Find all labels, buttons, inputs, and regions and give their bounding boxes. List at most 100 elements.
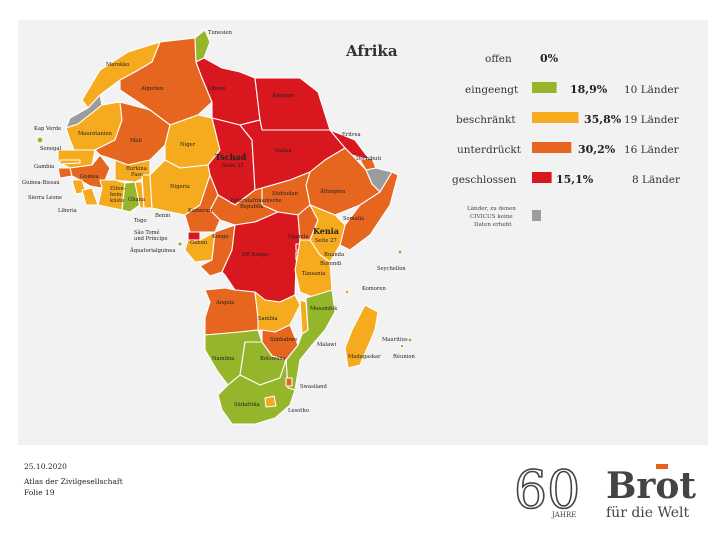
- country-somalia: [339, 171, 399, 251]
- label-mali: Mali: [130, 138, 142, 144]
- logo-brand-1: Brot: [606, 465, 696, 507]
- label-ruanda: Ruanda: [324, 252, 344, 258]
- label-tschad-seite: Seite 33: [222, 163, 244, 169]
- legend-percent-eingeengt: 18,9%: [570, 83, 608, 96]
- country-tunesien: [194, 29, 211, 63]
- legend-bar-geschlossen: [532, 172, 552, 183]
- logo-years: JAHRE: [551, 511, 576, 519]
- label-kap-verde: Kap Verde: [34, 126, 61, 132]
- country-gambia: [59, 159, 81, 165]
- label-nigeria: Nigeria: [170, 184, 190, 190]
- label-guinea-bissau: Guinea-Bissau: [22, 180, 60, 186]
- label-marokko: Marokko: [106, 62, 129, 68]
- label-tschad: Tschad: [215, 152, 247, 162]
- label-somalia: Somalia: [343, 216, 364, 222]
- country-mauritius: [407, 337, 413, 343]
- country-seychellen: [397, 249, 403, 255]
- footer-date: 25.10.2020: [24, 462, 67, 471]
- label-dschibuti: Dschibuti: [356, 156, 381, 162]
- country-komoren: [344, 289, 350, 295]
- label-seychellen: Seychellen: [377, 266, 406, 272]
- legend-label-beschraenkt: beschränkt: [456, 114, 516, 126]
- label-elfenbein-2: bein-: [110, 192, 123, 198]
- legend-percent-geschlossen: 15,1%: [556, 173, 594, 186]
- legend-label-unterdrueckt: unterdrückt: [457, 144, 522, 156]
- label-sudan: Sudan: [275, 148, 292, 154]
- legend-bar-unterdrueckt: [532, 142, 572, 153]
- legend-percent-offen: 0%: [540, 52, 559, 65]
- label-reunion: Réunion: [393, 353, 415, 360]
- map-labels: Tunesien Marokko Algerien Libyen Ägypten…: [22, 30, 415, 414]
- brot-fuer-die-welt-logo: 60 JAHRE Brot für die Welt: [513, 462, 696, 520]
- legend-count-beschraenkt: 19 Länder: [624, 114, 680, 126]
- label-kenia-seite: Seite 27: [315, 238, 337, 244]
- legend-bar-eingeengt: [532, 82, 557, 93]
- map-title: Afrika: [345, 42, 398, 60]
- legend-no-data-line-2: CIVICUS keine: [470, 214, 513, 220]
- legend-no-data-line-3: Daten erhebt: [474, 222, 512, 228]
- label-senegal: Senegal: [40, 146, 61, 152]
- country-kap-verde: [36, 136, 44, 144]
- label-lesotho: Lesotho: [288, 408, 309, 414]
- country-suedafrika: [217, 359, 296, 425]
- label-togo: Togo: [134, 218, 147, 224]
- country-aegypten: [254, 77, 331, 131]
- country-kamerun: [184, 174, 221, 233]
- label-gabun: Gabun: [190, 240, 208, 246]
- legend-label-eingeengt: eingeengt: [465, 84, 519, 96]
- label-sao-tome-1: São Tomé: [134, 229, 160, 236]
- label-zar-2: Republik: [240, 204, 264, 210]
- label-malawi: Malawi: [317, 342, 337, 348]
- label-angola: Angola: [215, 300, 234, 306]
- label-elfenbein-1: Elfen-: [110, 186, 126, 192]
- label-kenia: Kenia: [313, 226, 339, 236]
- country-eritrea: [329, 129, 371, 161]
- country-layer: [36, 29, 413, 425]
- label-uganda: Uganda: [288, 234, 309, 240]
- label-niger: Niger: [180, 142, 196, 148]
- label-dr-kongo: DR Kongo: [242, 252, 268, 258]
- label-aequatorialguinea: Äquatorialguinea: [129, 247, 175, 254]
- label-kamerun: Kamerun: [188, 208, 213, 214]
- legend-row-offen: offen 0%: [485, 52, 559, 65]
- label-burkina-faso-2: Faso: [131, 172, 143, 178]
- legend-percent-beschraenkt: 35,8%: [584, 113, 622, 126]
- label-elfenbein-3: küste: [110, 198, 124, 204]
- label-sierra-leone: Sierra Leone: [28, 195, 62, 201]
- country-swasiland: [285, 377, 293, 387]
- country-liberia: [81, 187, 99, 206]
- label-burkina-faso-1: Burkina: [126, 166, 147, 172]
- label-eritrea: Eritrea: [342, 132, 361, 138]
- label-aethiopien: Äthiopien: [319, 188, 346, 195]
- label-sambia: Sambia: [258, 316, 278, 322]
- country-madagaskar: [344, 304, 379, 369]
- label-liberia: Liberia: [58, 208, 77, 214]
- legend-count-unterdrueckt: 16 Länder: [624, 144, 680, 156]
- footer-page: Folie 19: [24, 488, 55, 497]
- legend-no-data-line-1: Länder, zu denen: [467, 206, 516, 212]
- logo-accent-mark: [656, 464, 668, 469]
- label-zar-1: Zentralafrikanische: [230, 198, 282, 204]
- label-madagaskar: Madagaskar: [348, 354, 381, 360]
- legend-row-beschraenkt: beschränkt 35,8% 19 Länder: [456, 112, 680, 126]
- legend-count-geschlossen: 8 Länder: [632, 174, 681, 186]
- country-ghana: [121, 181, 141, 213]
- label-algerien: Algerien: [140, 86, 164, 92]
- legend-label-geschlossen: geschlossen: [452, 174, 517, 186]
- country-aequatorialguinea: [187, 231, 201, 241]
- footer-source: Atlas der Zivilgesellschaft: [24, 477, 123, 486]
- label-sao-tome-2: und Príncipe: [134, 235, 168, 242]
- label-burundi: Burundi: [320, 261, 342, 267]
- legend-row-geschlossen: geschlossen 15,1% 8 Länder: [452, 172, 681, 186]
- label-botswana: Botswana: [260, 356, 286, 362]
- country-sambia: [254, 291, 301, 333]
- label-mauretanien: Mauretanien: [78, 131, 113, 137]
- country-reunion: [399, 343, 405, 349]
- label-guinea: Guinea: [80, 174, 99, 180]
- country-angola: [204, 287, 259, 336]
- label-libyen: Libyen: [208, 86, 226, 92]
- legend-count-eingeengt: 10 Länder: [624, 84, 680, 96]
- legend: offen 0% eingeengt 18,9% 10 Länder besch…: [452, 52, 681, 228]
